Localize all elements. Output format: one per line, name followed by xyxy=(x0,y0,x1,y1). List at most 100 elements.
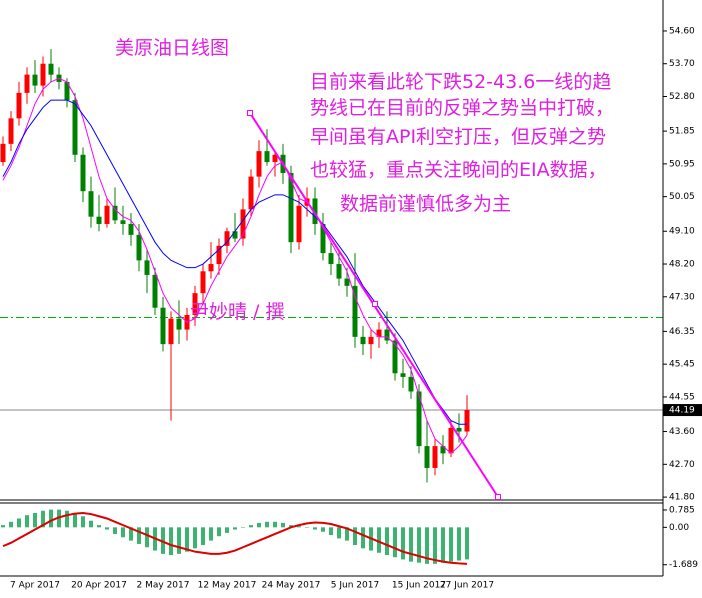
histogram-bar xyxy=(377,527,381,553)
candle-body xyxy=(128,223,134,235)
candle-body xyxy=(368,336,374,345)
candle-body xyxy=(336,264,342,279)
annotation-line: 早间虽有API利空打压，但反弹之势 xyxy=(310,126,606,148)
candle-body xyxy=(0,143,6,163)
histogram-bar xyxy=(177,527,181,554)
candle-body xyxy=(432,446,438,468)
histogram-bar xyxy=(281,522,285,528)
chart-title: 美原油日线图 xyxy=(115,37,229,59)
y-tick-label: 0.00 xyxy=(669,523,689,533)
signal-line xyxy=(2,511,468,565)
histogram-bar xyxy=(241,527,245,528)
candle-body xyxy=(32,74,38,86)
histogram-bar xyxy=(57,509,61,528)
candle-body xyxy=(96,216,102,224)
histogram-bar xyxy=(425,527,429,564)
histogram-bar xyxy=(129,527,133,541)
candle-body xyxy=(120,220,126,224)
candle-body xyxy=(240,209,246,239)
histogram-bar xyxy=(209,527,213,541)
x-tick-label: 5 Jun 2017 xyxy=(331,581,379,591)
candle-body xyxy=(88,191,94,217)
histogram-bar xyxy=(457,527,461,561)
histogram-bar xyxy=(361,527,365,549)
candle-body xyxy=(384,329,390,341)
candle-body xyxy=(72,100,78,155)
y-tick-label: 50.95 xyxy=(669,159,695,169)
candle-body xyxy=(80,154,86,192)
candle-body xyxy=(232,231,238,239)
last-price-box xyxy=(663,404,702,417)
candle-body xyxy=(208,264,214,272)
histogram-bar xyxy=(409,527,413,562)
histogram-bar xyxy=(105,527,109,530)
histogram-bar xyxy=(385,527,389,555)
histogram-bar xyxy=(49,509,53,528)
histogram-bar xyxy=(273,521,277,528)
y-tick-label: 41.80 xyxy=(669,493,695,503)
candle-body xyxy=(16,92,22,119)
candle-body xyxy=(376,329,382,337)
histogram-bar xyxy=(441,527,445,563)
histogram-bar xyxy=(449,527,453,562)
histogram-bar xyxy=(65,510,69,528)
candle-body xyxy=(360,336,366,345)
candle-body xyxy=(144,260,150,275)
histogram-bar xyxy=(345,527,349,541)
x-tick-label: 15 Jun 2017 xyxy=(392,581,446,591)
x-tick-label: 20 Apr 2017 xyxy=(71,581,127,591)
histogram-bar xyxy=(161,527,165,554)
candle-body xyxy=(136,234,142,261)
histogram-bar xyxy=(233,527,237,530)
candle-body xyxy=(160,307,166,345)
candle-body xyxy=(168,318,174,345)
histogram-bar xyxy=(313,527,317,530)
candle-body xyxy=(112,205,118,221)
candle-body xyxy=(416,391,422,447)
histogram-bar xyxy=(265,521,269,528)
candle-body xyxy=(272,154,278,163)
x-tick-label: 27 Jun 2017 xyxy=(440,581,494,591)
last-price-label: 44.19 xyxy=(669,406,695,416)
histogram-bar xyxy=(289,525,293,528)
candle-body xyxy=(456,427,462,432)
candle-body xyxy=(48,63,54,75)
histogram-bar xyxy=(1,525,5,528)
candle-body xyxy=(192,293,198,316)
histogram-bar xyxy=(9,521,13,528)
candle-body xyxy=(312,198,318,224)
histogram-bar xyxy=(321,527,325,532)
candle-body xyxy=(464,410,470,432)
candle-body xyxy=(40,63,46,86)
y-tick-label: 0.785 xyxy=(669,505,695,515)
candle-body xyxy=(344,278,350,286)
candle-body xyxy=(248,176,254,210)
histogram-bar xyxy=(137,527,141,544)
histogram-bar xyxy=(465,527,469,560)
trendline-handle xyxy=(372,301,378,307)
candle-body xyxy=(352,285,358,337)
candle-body xyxy=(440,446,446,454)
histogram-bar xyxy=(145,527,149,548)
histogram-bar xyxy=(305,527,309,528)
candle-body xyxy=(24,74,30,93)
histogram-bar xyxy=(81,516,85,528)
histogram-bar xyxy=(41,510,45,528)
candle-body xyxy=(8,118,14,144)
histogram-bar xyxy=(433,527,437,564)
histogram-bar xyxy=(17,518,21,528)
histogram-bar xyxy=(353,527,357,546)
histogram-bar xyxy=(401,527,405,560)
histogram-bar xyxy=(417,527,421,563)
histogram-bar xyxy=(393,527,397,558)
candle-body xyxy=(176,318,182,330)
histogram-bar xyxy=(169,527,173,555)
candle-body xyxy=(328,253,334,265)
histogram-bar xyxy=(329,527,333,536)
histogram-bar xyxy=(297,526,301,528)
y-tick-label: 44.55 xyxy=(669,392,695,402)
histogram-bar xyxy=(89,520,93,528)
y-tick-label: 42.70 xyxy=(669,460,695,470)
